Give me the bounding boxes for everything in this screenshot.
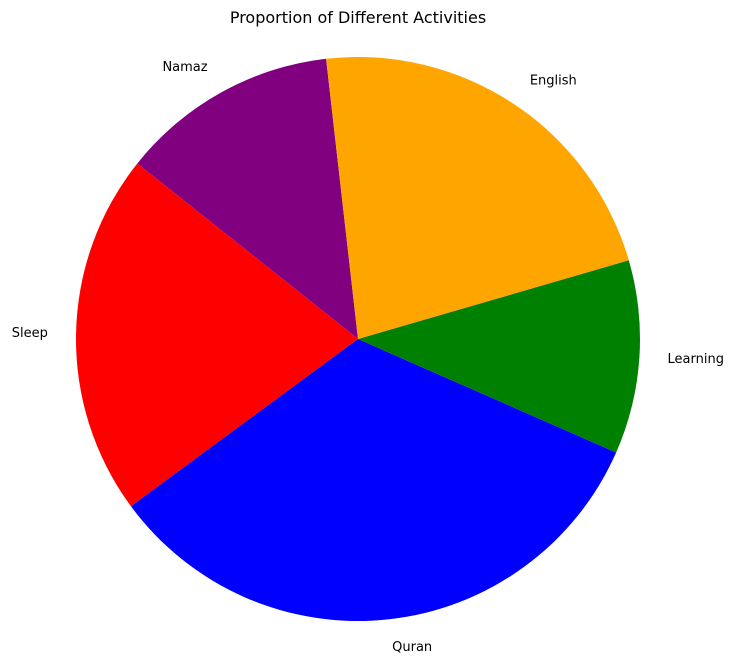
pie-label-quran: Quran	[392, 640, 432, 655]
pie-slice-namaz	[137, 58, 358, 340]
pie-label-learning: Learning	[668, 352, 724, 367]
pie-slice-learning	[358, 260, 641, 453]
pie-slice-quran	[130, 339, 617, 622]
pie-label-english: English	[530, 73, 577, 88]
pie-slice-sleep	[75, 163, 358, 507]
pie-slice-english	[326, 56, 629, 340]
chart-title: Proportion of Different Activities	[230, 8, 486, 27]
pie-label-sleep: Sleep	[12, 326, 48, 341]
pie-label-namaz: Namaz	[162, 60, 207, 75]
pie-labels: Namaz Sleep Quran Learning English	[12, 60, 724, 655]
pie-slices	[75, 56, 641, 622]
